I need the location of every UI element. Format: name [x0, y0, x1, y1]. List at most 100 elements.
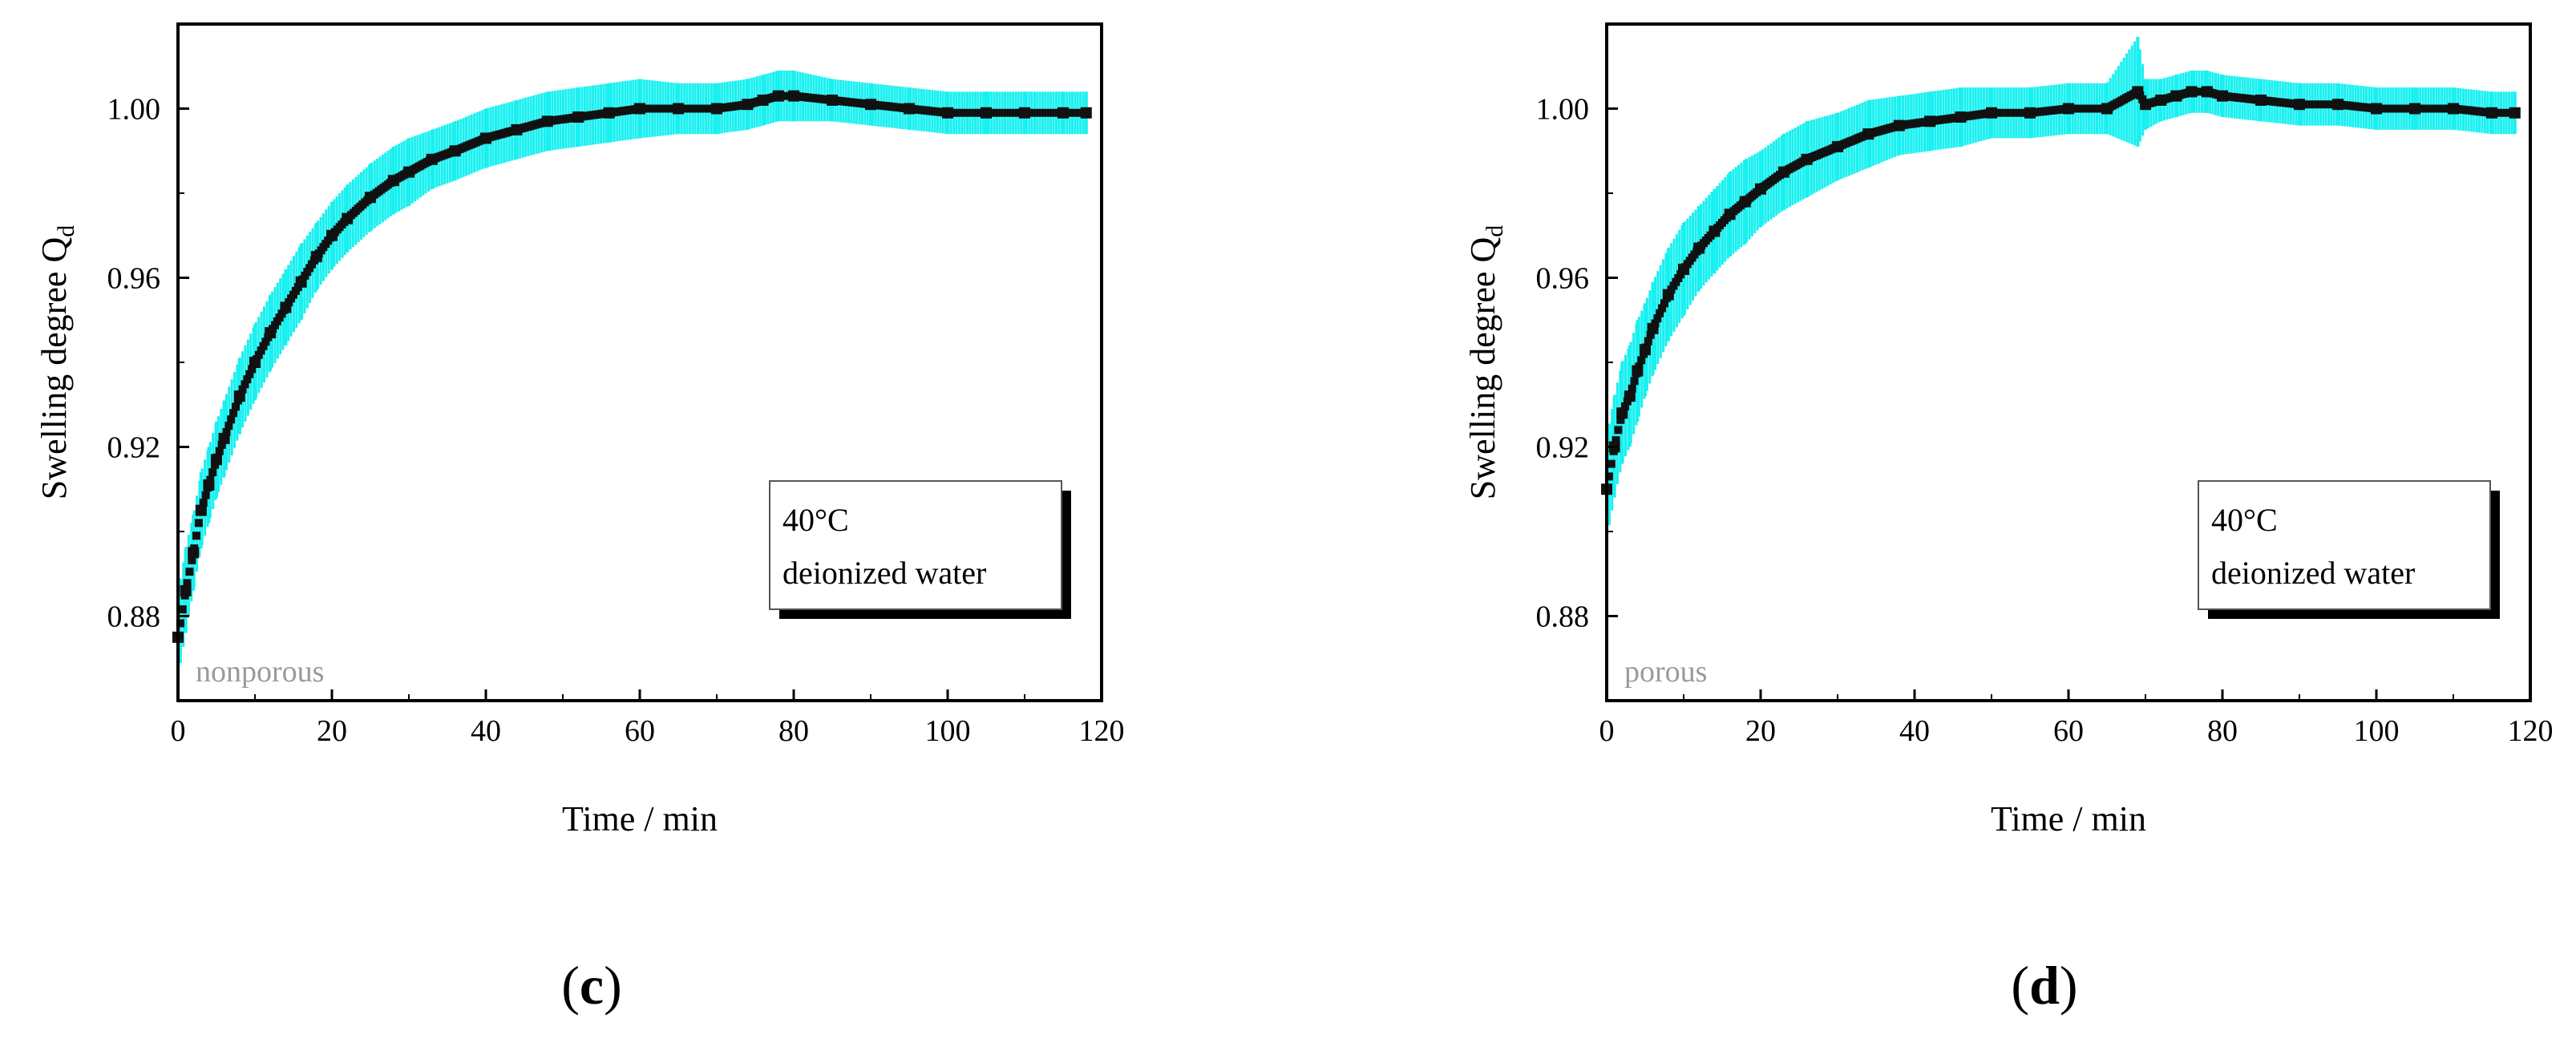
data-point-d-35	[2371, 103, 2382, 115]
x-tick-label-d-1: 20	[1745, 714, 1776, 748]
data-point-c-15	[365, 192, 376, 204]
data-point-d-31	[2217, 90, 2228, 102]
data-point-c-9	[265, 327, 277, 339]
data-point-c-10	[280, 301, 292, 313]
data-point-d-9	[1693, 242, 1705, 254]
x-tick-label-c-0: 0	[171, 714, 186, 748]
data-point-c-3	[195, 504, 207, 516]
data-point-c-21	[511, 123, 523, 135]
y-axis-title-c: Swelling degree Qd	[34, 225, 79, 499]
data-point-c-32	[827, 94, 838, 106]
data-point-d-3	[1624, 390, 1636, 402]
x-axis-title-d: Time / min	[1991, 799, 2146, 839]
data-point-d-29	[2186, 86, 2198, 98]
legend-background-d	[2198, 480, 2491, 610]
data-point-c-19	[449, 145, 461, 157]
data-point-d-27	[2155, 94, 2167, 106]
data-point-c-17	[403, 166, 415, 178]
legend-line-1-c: 40°C	[783, 502, 849, 538]
data-point-d-24	[2101, 103, 2113, 115]
x-tick-label-c-4: 80	[778, 714, 809, 748]
data-point-c-31	[788, 90, 799, 102]
panel-caption-d: (d)	[2011, 955, 2078, 1016]
data-point-d-18	[1893, 119, 1905, 131]
data-point-d-34	[2332, 99, 2343, 111]
data-point-d-23	[2063, 103, 2074, 115]
measurement-trace-d	[1603, 87, 2518, 494]
data-point-d-15	[1801, 153, 1813, 165]
data-points-c	[172, 90, 1092, 643]
y-tick-label-c-2: 0.96	[107, 262, 161, 296]
panel-caption-c: (c)	[561, 955, 622, 1016]
x-tick-label-c-6: 120	[1079, 714, 1125, 748]
data-point-d-4	[1632, 365, 1644, 377]
data-point-c-23	[572, 111, 584, 123]
data-points-d	[1601, 86, 2521, 495]
data-point-d-20	[1955, 111, 1967, 123]
data-point-c-36	[981, 107, 992, 119]
data-point-d-25	[2132, 86, 2144, 98]
legend-background-c	[769, 480, 1062, 610]
data-point-c-13	[326, 229, 338, 241]
data-point-c-2	[188, 547, 200, 559]
y-axis-title-main-d: Swelling degree Q	[1463, 237, 1502, 500]
y-tick-label-d-0: 0.88	[1536, 600, 1590, 634]
legend-box-c: 40°C deionized water	[769, 480, 1071, 619]
data-point-c-14	[342, 212, 354, 224]
data-point-c-12	[310, 251, 322, 263]
y-axis-title-main-c: Swelling degree Q	[34, 237, 74, 500]
data-point-c-26	[673, 103, 684, 115]
data-point-d-39	[2509, 107, 2521, 119]
legend-line-2-d: deionized water	[2211, 555, 2415, 591]
data-point-c-38	[1057, 107, 1069, 119]
x-tick-label-c-3: 60	[625, 714, 655, 748]
legend-line-1-d: 40°C	[2211, 502, 2278, 538]
data-point-d-14	[1777, 166, 1789, 178]
data-point-c-25	[634, 103, 645, 115]
data-point-c-20	[480, 132, 491, 144]
x-tick-label-d-5: 100	[2354, 714, 2400, 748]
data-point-c-8	[249, 357, 261, 368]
data-point-d-32	[2255, 94, 2267, 106]
data-point-c-6	[218, 432, 230, 444]
x-tick-label-d-6: 120	[2508, 714, 2554, 748]
data-point-d-19	[1924, 115, 1936, 127]
data-point-c-4	[203, 479, 215, 491]
data-point-c-27	[711, 103, 722, 115]
data-point-d-7	[1662, 289, 1674, 301]
data-point-d-26	[2140, 99, 2151, 111]
data-point-c-18	[426, 153, 438, 165]
axis-ticks-c: 0 20 40 60 80 100 120 0.88 0.92 0.96 1.00	[107, 93, 1125, 749]
chart-panel-c: 0 20 40 60 80 100 120 0.88 0.92 0.96 1.00 Time / m…	[34, 22, 1125, 839]
y-axis-title-subscript-c: d	[53, 225, 79, 237]
y-tick-label-d-1: 0.92	[1536, 431, 1590, 465]
x-tick-label-c-5: 100	[925, 714, 971, 748]
legend-line-2-c: deionized water	[783, 555, 986, 591]
legend-box-d: 40°C deionized water	[2198, 480, 2500, 619]
data-point-c-29	[757, 94, 769, 106]
x-axis-title-c: Time / min	[562, 799, 718, 839]
chart-panel-d: 0 20 40 60 80 100 120 0.88 0.92 0.96 1.00 Time / m…	[1463, 22, 2554, 839]
data-point-c-28	[742, 99, 754, 111]
axis-ticks-d: 0 20 40 60 80 100 120 0.88 0.92 0.96 1.00	[1536, 93, 2554, 749]
data-point-c-16	[387, 175, 399, 187]
data-point-d-33	[2294, 99, 2305, 111]
y-axis-title-d: Swelling degree Qd	[1463, 225, 1508, 499]
data-point-c-34	[904, 103, 915, 115]
data-point-d-21	[1986, 107, 1997, 119]
x-tick-label-d-2: 40	[1899, 714, 1930, 748]
data-point-d-28	[2170, 90, 2182, 102]
sample-label-d: porous	[1624, 655, 1707, 689]
x-tick-label-d-4: 80	[2207, 714, 2238, 748]
data-point-c-30	[772, 90, 784, 102]
data-point-c-24	[603, 107, 615, 119]
x-tick-label-d-3: 60	[2053, 714, 2084, 748]
data-point-c-33	[865, 99, 876, 111]
data-point-d-30	[2201, 86, 2213, 98]
data-point-d-16	[1832, 140, 1843, 152]
y-tick-label-d-3: 1.00	[1536, 93, 1590, 127]
data-point-c-7	[233, 390, 245, 402]
data-point-d-2	[1616, 407, 1628, 419]
data-point-d-38	[2486, 107, 2497, 119]
